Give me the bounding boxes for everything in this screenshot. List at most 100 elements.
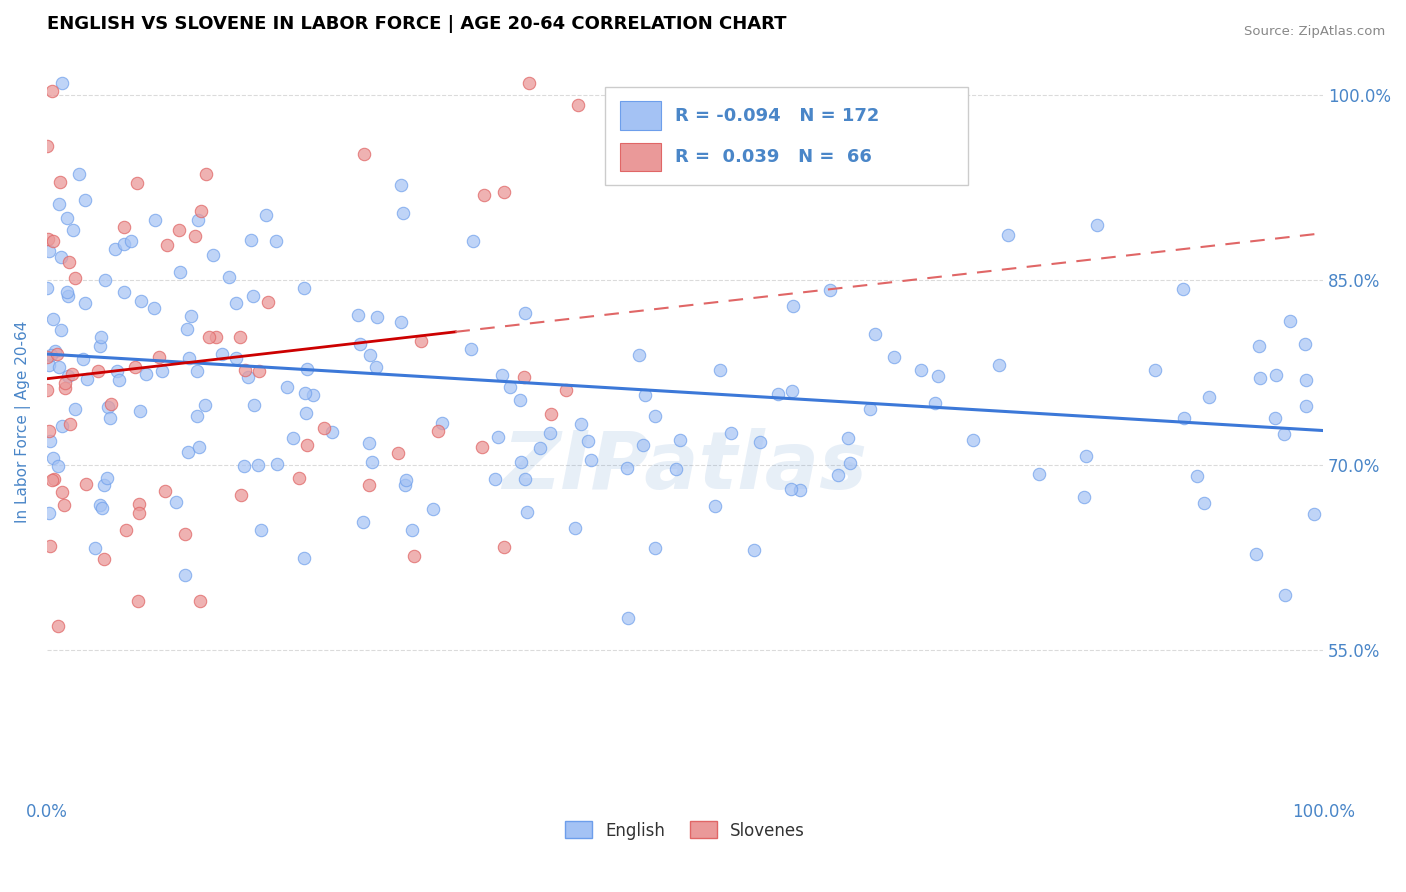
Point: [627, 348, 650, 362]
Point: [402, 549, 425, 563]
Point: [257, 294, 280, 309]
Point: [516, 505, 538, 519]
Point: [97, 400, 120, 414]
Point: [1274, 588, 1296, 602]
Point: [238, 369, 260, 384]
Point: [75, 476, 97, 491]
Point: [104, 242, 127, 256]
Point: [1279, 313, 1302, 327]
Point: [186, 364, 208, 378]
Point: [243, 399, 266, 413]
Point: [1294, 336, 1316, 351]
Point: [353, 147, 375, 161]
Point: [294, 385, 316, 400]
Point: [41, 474, 63, 488]
Point: [510, 455, 533, 469]
Point: [361, 455, 384, 469]
Point: [127, 594, 149, 608]
Point: [430, 416, 453, 430]
Point: [780, 384, 803, 398]
Point: [927, 369, 949, 384]
Point: [129, 293, 152, 308]
Point: [554, 383, 576, 397]
Point: [827, 468, 849, 483]
Point: [720, 426, 742, 441]
Point: [1073, 490, 1095, 504]
Point: [1295, 399, 1317, 413]
Point: [276, 380, 298, 394]
Point: [135, 368, 157, 382]
Point: [180, 309, 202, 323]
Point: [44, 344, 66, 359]
Point: [742, 543, 765, 558]
Point: [357, 477, 380, 491]
Point: [128, 497, 150, 511]
Point: [321, 425, 343, 440]
Point: [1192, 496, 1215, 510]
Point: [634, 387, 657, 401]
Point: [569, 417, 592, 431]
Text: R = -0.094   N = 172: R = -0.094 N = 172: [675, 107, 879, 125]
Point: [515, 306, 537, 320]
Point: [460, 342, 482, 356]
Point: [394, 473, 416, 487]
Point: [818, 283, 841, 297]
Point: [44, 472, 66, 486]
Point: [1173, 410, 1195, 425]
Point: [42, 234, 65, 248]
Point: [246, 458, 269, 473]
Point: [225, 351, 247, 366]
Point: [148, 350, 170, 364]
Point: [194, 398, 217, 412]
Point: [394, 478, 416, 492]
Point: [494, 540, 516, 554]
Point: [96, 471, 118, 485]
Point: [42, 312, 65, 326]
Point: [513, 370, 536, 384]
Point: [120, 234, 142, 248]
Point: [1171, 282, 1194, 296]
Point: [287, 471, 309, 485]
Point: [295, 406, 318, 420]
Point: [579, 453, 602, 467]
Point: [198, 329, 221, 343]
Point: [353, 515, 375, 529]
Point: [156, 237, 179, 252]
Point: [247, 364, 270, 378]
Point: [669, 433, 692, 447]
Point: [229, 488, 252, 502]
Point: [194, 167, 217, 181]
Text: R =  0.039   N =  66: R = 0.039 N = 66: [675, 148, 872, 166]
Point: [142, 301, 165, 316]
Point: [51, 76, 73, 90]
Point: [56, 288, 79, 302]
Point: [35, 383, 58, 397]
Point: [124, 359, 146, 374]
Point: [59, 417, 82, 432]
Point: [90, 330, 112, 344]
Point: [53, 376, 76, 390]
Bar: [620, 143, 661, 171]
Point: [125, 176, 148, 190]
Point: [422, 501, 444, 516]
Point: [1074, 450, 1097, 464]
FancyBboxPatch shape: [605, 87, 969, 185]
Point: [391, 206, 413, 220]
Point: [91, 500, 114, 515]
Point: [93, 552, 115, 566]
Point: [205, 330, 228, 344]
Point: [281, 431, 304, 445]
Point: [491, 368, 513, 383]
Point: [155, 484, 177, 499]
Point: [129, 404, 152, 418]
Point: [176, 444, 198, 458]
Point: [387, 445, 409, 459]
Point: [187, 440, 209, 454]
Point: [108, 374, 131, 388]
Point: [187, 212, 209, 227]
Point: [709, 363, 731, 377]
Point: [292, 551, 315, 566]
Point: [1144, 363, 1167, 377]
Point: [232, 458, 254, 473]
Text: ZIPatlas: ZIPatlas: [502, 428, 868, 506]
